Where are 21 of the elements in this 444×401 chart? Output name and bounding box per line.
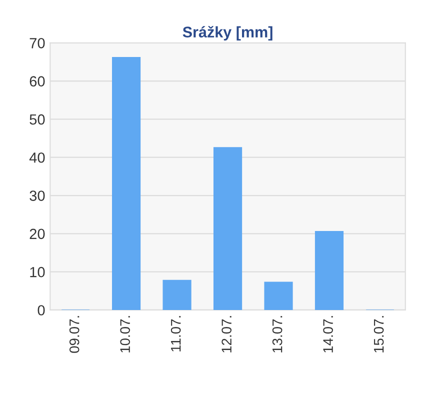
chart-title: Srážky [mm] — [182, 26, 272, 41]
x-tick-label: 15.07. — [374, 316, 384, 352]
y-tick-label: 40 — [29, 152, 45, 163]
y-tick-label: 0 — [38, 305, 45, 316]
y-tick-label: 70 — [30, 38, 45, 48]
bar — [264, 282, 293, 310]
x-tick-label: 12.07. — [222, 316, 232, 352]
x-tick-label: 09.07. — [69, 316, 80, 353]
bar — [162, 280, 192, 310]
bar — [213, 147, 242, 310]
y-tick-label: 10 — [30, 266, 45, 278]
y-tick-label: 20 — [30, 228, 45, 240]
y-tick-label: 30 — [30, 190, 45, 201]
x-tick-label: 14.07. — [323, 316, 333, 352]
y-tick-label: 50 — [30, 114, 45, 125]
bar — [112, 57, 141, 310]
x-tick-label: 10.07. — [120, 316, 130, 352]
bar — [314, 231, 344, 310]
x-tick-label: 13.07. — [272, 316, 282, 352]
x-tick-label: 11.07. — [170, 316, 181, 352]
y-tick-label: 60 — [30, 76, 45, 86]
